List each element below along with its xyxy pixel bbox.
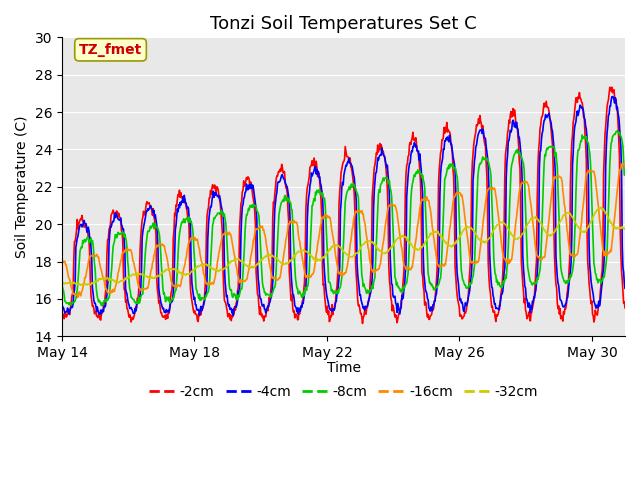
-8cm <box>173 276 180 282</box>
-8cm <box>135 294 143 300</box>
-32cm <box>173 267 180 273</box>
-2cm <box>134 297 142 302</box>
-32cm <box>398 234 406 240</box>
-32cm <box>123 276 131 282</box>
-32cm <box>621 226 629 231</box>
-32cm <box>597 204 605 210</box>
-4cm <box>609 94 616 99</box>
-16cm <box>173 285 180 290</box>
-2cm <box>621 305 629 311</box>
Text: TZ_fmet: TZ_fmet <box>79 43 142 57</box>
-8cm <box>614 128 621 133</box>
-16cm <box>621 163 629 169</box>
-16cm <box>135 284 143 290</box>
-2cm <box>358 321 366 326</box>
Legend: -2cm, -4cm, -8cm, -16cm, -32cm: -2cm, -4cm, -8cm, -16cm, -32cm <box>143 379 543 404</box>
-8cm <box>123 245 131 251</box>
-4cm <box>489 292 497 298</box>
-8cm <box>489 231 497 237</box>
-8cm <box>58 282 66 288</box>
Line: -32cm: -32cm <box>62 207 625 285</box>
Line: -4cm: -4cm <box>62 96 625 315</box>
Line: -16cm: -16cm <box>62 164 625 297</box>
Title: Tonzi Soil Temperatures Set C: Tonzi Soil Temperatures Set C <box>210 15 477 33</box>
-16cm <box>74 294 82 300</box>
-16cm <box>398 246 406 252</box>
-16cm <box>58 259 66 264</box>
-2cm <box>172 202 180 208</box>
-16cm <box>618 161 625 167</box>
-4cm <box>172 222 180 228</box>
-4cm <box>134 300 142 306</box>
-4cm <box>350 174 358 180</box>
-8cm <box>398 287 406 292</box>
Line: -8cm: -8cm <box>62 131 625 305</box>
-4cm <box>122 289 130 295</box>
-16cm <box>123 248 131 253</box>
X-axis label: Time: Time <box>326 361 360 375</box>
-32cm <box>489 228 497 234</box>
-2cm <box>398 296 406 302</box>
-4cm <box>398 292 406 298</box>
-8cm <box>97 302 105 308</box>
-2cm <box>608 84 616 90</box>
Line: -2cm: -2cm <box>62 87 625 324</box>
Y-axis label: Soil Temperature (C): Soil Temperature (C) <box>15 116 29 258</box>
-2cm <box>122 297 130 303</box>
-8cm <box>621 172 629 178</box>
-32cm <box>77 282 85 288</box>
-8cm <box>350 182 358 188</box>
-2cm <box>58 312 66 317</box>
-4cm <box>621 285 629 291</box>
-16cm <box>350 214 358 219</box>
-2cm <box>489 309 497 315</box>
-16cm <box>489 187 497 192</box>
-32cm <box>58 281 66 287</box>
-4cm <box>58 301 66 307</box>
-32cm <box>135 271 143 276</box>
-4cm <box>230 312 237 318</box>
-2cm <box>349 181 357 187</box>
-32cm <box>350 252 358 258</box>
